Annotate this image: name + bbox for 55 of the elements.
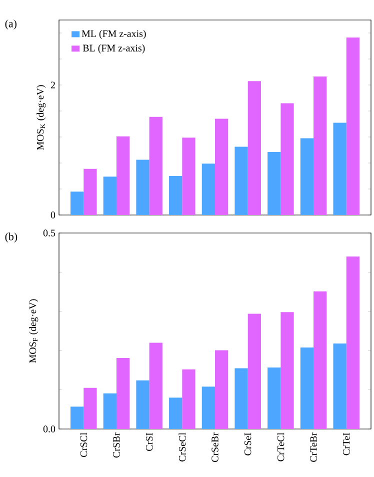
bar	[268, 367, 281, 429]
bar	[215, 118, 228, 215]
legend-label: ML (FM z-axis)	[82, 30, 146, 40]
bar	[248, 314, 261, 429]
bar	[333, 344, 346, 429]
bar	[346, 38, 360, 215]
x-tick-label: CrTeI	[343, 432, 350, 456]
bar	[314, 76, 327, 215]
bar	[215, 350, 228, 429]
x-tick-label: CrSI	[146, 432, 153, 451]
bar	[169, 176, 182, 215]
bar	[136, 160, 150, 215]
bar	[202, 386, 215, 429]
bar	[116, 136, 130, 215]
bar	[300, 347, 314, 429]
x-tick-label: CrSBr	[113, 432, 120, 458]
x-tick-label: CrSeI	[244, 432, 252, 456]
x-tick-label: CrTeCl	[277, 432, 284, 462]
bar	[149, 116, 162, 215]
y-axis-title: MOS$_{F}$ (deg·eV)	[29, 299, 38, 363]
legend-label: BL (FM z-axis)	[82, 44, 145, 54]
bar	[169, 398, 182, 429]
y-axis-title: MOS$_{K}$ (deg·eV)	[36, 85, 46, 150]
bar	[103, 176, 116, 215]
bar	[333, 122, 346, 215]
y-tick-label: 0.0	[43, 426, 56, 432]
bar	[116, 358, 130, 429]
bar	[84, 168, 97, 215]
text: (a)	[5, 20, 16, 30]
bar	[234, 368, 248, 429]
bar	[248, 81, 261, 215]
text: (b)	[5, 232, 18, 243]
bar	[182, 369, 196, 429]
bar	[300, 138, 314, 215]
bar	[314, 291, 327, 429]
x-tick-label: CrSeCl	[178, 432, 186, 462]
bar	[202, 164, 215, 215]
bar	[70, 406, 84, 429]
bar	[268, 152, 281, 215]
bar	[346, 256, 360, 429]
y-tick-label: 0.5	[43, 230, 56, 236]
bar	[149, 342, 162, 429]
bar	[234, 146, 248, 215]
bar	[280, 312, 294, 429]
y-tick-label: 0	[50, 212, 56, 218]
bar	[103, 393, 116, 429]
bar	[70, 192, 84, 215]
x-tick-label: CrTeBr	[310, 432, 317, 462]
y-tick-label: 2	[50, 82, 55, 88]
bar	[84, 388, 97, 429]
x-tick-label: CrSeBr	[212, 432, 218, 462]
bar	[182, 138, 196, 215]
bar	[136, 380, 150, 429]
bar	[280, 103, 294, 215]
x-tick-label: CrSCl	[80, 432, 88, 458]
